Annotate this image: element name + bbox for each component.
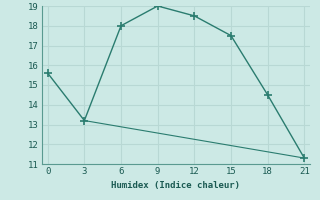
X-axis label: Humidex (Indice chaleur): Humidex (Indice chaleur) (111, 181, 241, 190)
